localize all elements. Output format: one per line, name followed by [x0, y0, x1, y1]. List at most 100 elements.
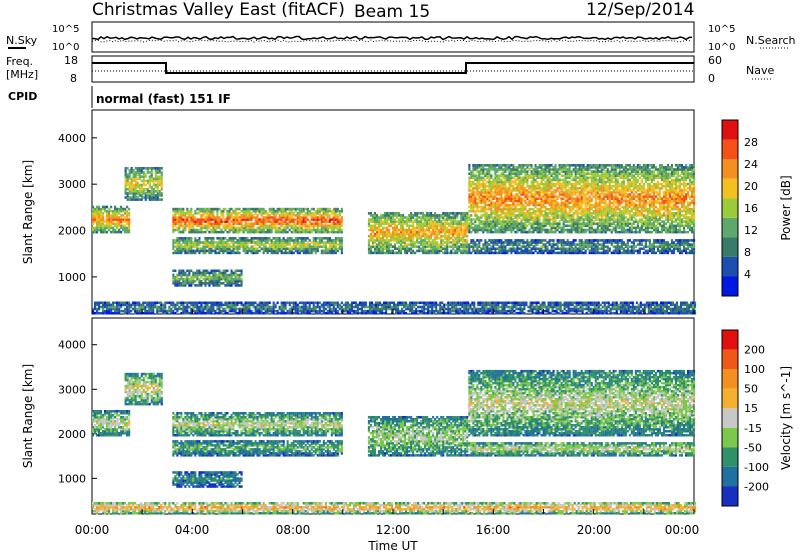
data-cell — [492, 209, 495, 213]
data-cell — [470, 199, 473, 203]
data-cell — [134, 173, 137, 176]
data-cell — [474, 228, 477, 232]
data-cell — [220, 271, 223, 275]
data-cell — [254, 241, 257, 244]
data-cell — [594, 164, 597, 167]
data-cell — [522, 176, 525, 180]
data-cell — [224, 224, 227, 228]
data-cell — [124, 175, 127, 178]
data-cell — [196, 218, 199, 221]
data-cell — [114, 230, 117, 234]
data-cell — [228, 282, 231, 285]
data-cell — [554, 174, 557, 177]
data-cell — [498, 168, 501, 171]
data-cell — [256, 249, 259, 253]
data-cell — [367, 247, 370, 251]
data-cell — [222, 275, 225, 279]
data-cell — [500, 193, 503, 196]
data-cell — [438, 249, 441, 253]
data-cell — [160, 181, 163, 185]
data-cell — [174, 214, 177, 217]
data-cell — [430, 234, 433, 238]
data-cell — [616, 214, 619, 217]
data-cell — [514, 203, 517, 207]
data-cell — [390, 218, 393, 221]
data-cell — [256, 230, 259, 234]
data-cell — [444, 237, 447, 240]
data-cell — [270, 230, 273, 234]
data-cell — [274, 216, 277, 219]
data-cell — [294, 241, 297, 244]
data-cell — [176, 284, 179, 287]
data-cell — [558, 182, 561, 186]
data-cell — [106, 205, 109, 209]
data-cell — [516, 176, 519, 180]
data-cell — [496, 170, 499, 173]
data-cell — [466, 220, 469, 223]
data-cell — [396, 214, 399, 217]
data-cell — [554, 212, 557, 215]
data-cell — [444, 241, 447, 244]
data-cell — [496, 189, 499, 192]
data-cell — [308, 220, 311, 223]
data-cell — [390, 237, 393, 240]
data-cell — [208, 226, 211, 230]
data-cell — [328, 224, 331, 228]
data-cell — [508, 218, 511, 221]
data-cell — [252, 207, 255, 211]
data-cell — [188, 273, 191, 277]
data-cell — [382, 216, 385, 219]
data-cell — [218, 282, 221, 285]
data-cell — [540, 182, 543, 186]
data-cell — [512, 189, 515, 192]
data-cell — [406, 222, 409, 225]
data-cell — [190, 269, 193, 273]
data-cell — [110, 218, 113, 221]
data-cell — [584, 197, 587, 200]
data-cell — [580, 224, 583, 228]
data-cell — [502, 216, 505, 219]
data-cell — [178, 226, 181, 230]
data-cell — [172, 230, 175, 234]
data-cell — [130, 167, 133, 170]
data-cell — [508, 178, 511, 182]
data-cell — [606, 209, 609, 213]
data-cell — [320, 237, 323, 240]
data-cell — [548, 164, 551, 167]
data-cell — [142, 183, 145, 187]
data-cell — [446, 228, 449, 232]
data-cell — [586, 224, 589, 228]
data-cell — [208, 243, 211, 246]
data-cell — [432, 216, 435, 219]
data-cell — [196, 247, 199, 251]
data-cell — [176, 249, 179, 253]
data-cell — [574, 187, 577, 190]
data-cell — [610, 201, 613, 205]
data-cell — [612, 220, 615, 223]
data-cell — [194, 230, 197, 234]
data-cell — [186, 249, 189, 253]
data-cell — [371, 243, 374, 246]
data-cell — [182, 241, 185, 244]
data-cell — [198, 269, 201, 273]
data-cell — [564, 182, 567, 186]
data-cell — [120, 230, 123, 234]
data-cell — [228, 230, 231, 234]
data-cell — [462, 230, 465, 234]
data-cell — [280, 212, 283, 215]
data-cell — [332, 241, 335, 244]
data-cell — [184, 247, 187, 251]
data-cell — [438, 222, 441, 225]
data-cell — [528, 230, 531, 234]
data-cell — [452, 232, 455, 236]
data-cell — [564, 166, 567, 169]
data-cell — [568, 207, 571, 211]
data-cell — [482, 220, 485, 223]
data-cell — [490, 166, 493, 169]
data-cell — [148, 179, 151, 183]
data-cell — [400, 251, 403, 255]
data-cell — [480, 178, 483, 182]
data-cell — [120, 222, 123, 225]
data-cell — [188, 237, 191, 240]
data-cell — [178, 239, 181, 242]
